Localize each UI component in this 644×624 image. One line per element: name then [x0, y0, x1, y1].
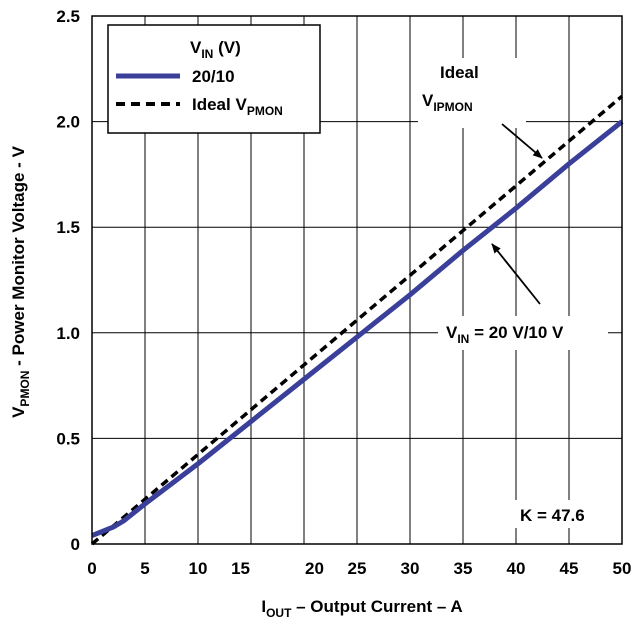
series-line-20-10 — [91, 119, 624, 538]
x-tick-labels: 0 5 10 15 20 25 30 35 40 45 50 — [87, 559, 631, 578]
annotation-vin-bg — [438, 316, 608, 350]
annotation-vin-text: VIN = 20 V/10 V — [446, 323, 564, 346]
annotation-ideal-bg — [418, 58, 526, 128]
annotation-vin: VIN = 20 V/10 V — [438, 243, 608, 350]
x-tick-label: 20 — [305, 559, 324, 578]
x-tick-label: 45 — [560, 559, 579, 578]
annotation-k-text: K = 47.6 — [520, 506, 585, 525]
legend-box — [107, 24, 321, 134]
annotation-ideal-line1: Ideal — [440, 63, 479, 82]
y-tick-labels: 0 0.5 1.0 1.5 2.0 2.5 — [56, 7, 80, 554]
legend-title: VIN (V) — [190, 38, 241, 61]
x-tick-label: 0 — [87, 559, 96, 578]
x-tick-label: 5 — [140, 559, 149, 578]
y-axis-title: VPMON - Power Monitor Voltage - V — [9, 145, 32, 417]
x-tick-label: 30 — [401, 559, 420, 578]
legend-entry-20-10: 20/10 — [192, 67, 235, 86]
annotation-ideal-line2: VIPMON — [422, 91, 473, 114]
series-line-ideal-vpmon — [90, 94, 624, 546]
plot-frame — [91, 15, 623, 545]
legend-entry-ideal: Ideal VPMON — [192, 95, 283, 118]
x-axis-title: IOUT – Output Current – A — [261, 597, 462, 620]
annotation-vin-arrow — [491, 243, 541, 305]
annotation-k-bg — [514, 500, 608, 528]
x-tick-label: 10 — [189, 559, 208, 578]
series-layer — [90, 94, 624, 546]
y-tick-label: 0 — [71, 535, 80, 554]
annotation-k: K = 47.6 — [514, 500, 608, 528]
y-tick-label: 2.5 — [56, 7, 80, 26]
y-tick-label: 2.0 — [56, 113, 80, 132]
x-tick-label: 35 — [454, 559, 473, 578]
x-tick-label: 40 — [507, 559, 526, 578]
y-tick-label: 0.5 — [56, 429, 80, 448]
y-tick-label: 1.5 — [56, 218, 80, 237]
x-tick-label: 15 — [231, 559, 250, 578]
x-tick-label: 50 — [613, 559, 632, 578]
x-tick-label: 25 — [348, 559, 367, 578]
y-tick-label: 1.0 — [56, 324, 80, 343]
annotation-ideal-arrow — [501, 123, 543, 159]
annotation-ideal: Ideal VIPMON — [418, 58, 543, 159]
legend: VIN (V) 20/10 Ideal VPMON — [107, 24, 321, 134]
